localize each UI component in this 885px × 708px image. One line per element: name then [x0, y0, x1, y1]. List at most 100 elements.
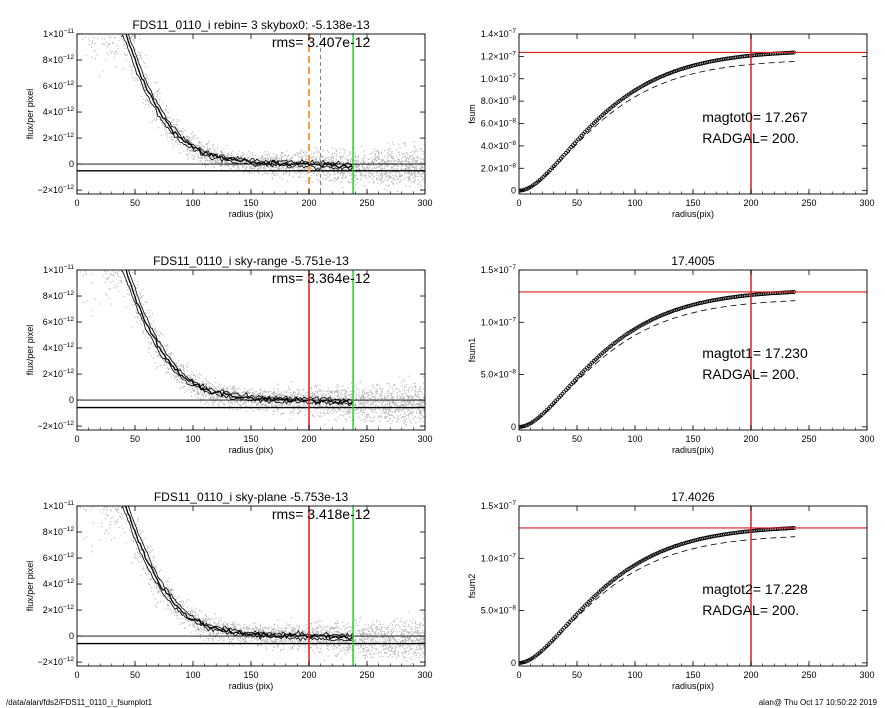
y-axis-label: flux/per pixel: [25, 325, 35, 376]
y-tick-label: 6×10−12: [43, 552, 75, 563]
rms-label: rms= 3.407e-12: [272, 34, 371, 50]
y-tick-label: 4×10−12: [43, 578, 75, 589]
x-tick-label: 50: [130, 434, 140, 444]
y-tick-label: 1.5×10−7: [481, 264, 517, 275]
magtot-label: magtot0= 17.267: [702, 109, 808, 125]
y-tick-label: 0: [69, 159, 74, 169]
magtot-label: magtot2= 17.228: [702, 581, 808, 597]
x-tick-label: 250: [801, 198, 816, 208]
y-tick-label: 0: [511, 422, 516, 432]
x-tick-label: 100: [185, 670, 200, 680]
y-tick-label: 1×10−11: [43, 28, 74, 39]
x-tick-label: 150: [243, 198, 258, 208]
flux-profile-panel-1: 0 50 100 150 200 250 300−2×10−1202×10−124×10−1…: [25, 18, 433, 219]
x-tick-label: 250: [359, 670, 374, 680]
y-tick-label: 2×10−12: [43, 132, 75, 143]
mean-profile-line: [125, 34, 353, 169]
x-tick-label: 150: [685, 434, 700, 444]
x-tick-label: 200: [743, 434, 758, 444]
pixel-scatter: [79, 270, 425, 428]
y-tick-label: 8.0×10−8: [481, 95, 517, 106]
y-tick-label: 0: [511, 658, 516, 668]
x-tick-label: 0: [74, 434, 79, 444]
x-tick-label: 150: [685, 670, 700, 680]
x-tick-label: 200: [301, 670, 316, 680]
fsum-reference-curve: [519, 300, 796, 428]
y-tick-label: 2.0×10−8: [481, 162, 517, 173]
profile-envelope-line: [120, 270, 353, 406]
y-tick-label: 0: [69, 631, 74, 641]
x-tick-label: 100: [627, 670, 642, 680]
axes-box: [518, 33, 868, 195]
y-tick-label: 6.0×10−8: [481, 118, 517, 129]
footer-timestamp: alan@ Thu Oct 17 10:50:22 2019: [758, 698, 877, 707]
y-tick-label: 4.0×10−8: [481, 140, 517, 151]
x-tick-label: 300: [859, 434, 874, 444]
x-axis-label: radius (pix): [229, 681, 274, 691]
x-tick-label: 250: [801, 670, 816, 680]
profile-envelope-line: [128, 270, 353, 402]
y-tick-label: 1.4×10−7: [481, 28, 517, 39]
x-tick-label: 200: [301, 434, 316, 444]
x-tick-label: 150: [243, 670, 258, 680]
x-tick-label: 150: [243, 434, 258, 444]
x-tick-label: 100: [185, 434, 200, 444]
y-tick-label: 1×10−11: [43, 264, 74, 275]
x-tick-label: 300: [859, 198, 874, 208]
y-tick-label: 2×10−12: [43, 604, 75, 615]
plot-area: [519, 506, 867, 666]
x-axis-label: radius (pix): [229, 209, 274, 219]
x-tick-label: 50: [130, 670, 140, 680]
magtot-label: magtot1= 17.230: [702, 345, 808, 361]
profile-envelope-line: [120, 34, 353, 171]
radgal-label: RADGAL= 200.: [702, 366, 799, 382]
y-tick-label: −2×10−12: [37, 656, 74, 667]
y-tick-label: 1×10−11: [43, 500, 74, 511]
fsum-curve: [519, 50, 796, 193]
flux-profile-panel-2: 0 50 100 150 200 250 300−2×10−1202×10−124×10−1…: [25, 254, 433, 455]
x-tick-label: 100: [627, 198, 642, 208]
y-tick-label: 8×10−12: [43, 526, 75, 537]
y-tick-label: 0: [69, 395, 74, 405]
y-tick-label: 1.5×10−7: [481, 500, 517, 511]
pixel-scatter: [82, 34, 425, 192]
x-axis-label: radius (pix): [229, 445, 274, 455]
chart-title: FDS11_0110_i sky-range -5.751e-13: [153, 254, 349, 268]
y-tick-label: 1.2×10−7: [481, 50, 517, 61]
fsum-panel-3: 0 50 100 150 200 250 300 0 5.0×10−8 1.0×10−7 1.5×1…: [467, 490, 875, 691]
profile-envelope-line: [120, 506, 353, 642]
y-axis-label: flux/per pixel: [25, 561, 35, 612]
chart-title: FDS11_0110_i sky-plane -5.753e-13: [154, 490, 349, 504]
x-tick-label: 300: [417, 434, 432, 444]
x-tick-label: 0: [74, 198, 79, 208]
x-tick-label: 50: [572, 670, 582, 680]
x-tick-label: 300: [859, 670, 874, 680]
y-tick-label: 6×10−12: [43, 316, 75, 327]
y-tick-label: 5.0×10−8: [481, 605, 517, 616]
chart-title: FDS11_0110_i rebin= 3 skybox0: -5.138e-1…: [132, 18, 370, 32]
y-tick-label: 8×10−12: [43, 290, 75, 301]
x-tick-label: 0: [516, 198, 521, 208]
y-tick-label: 1.0×10−7: [481, 73, 517, 84]
x-tick-label: 0: [516, 670, 521, 680]
x-axis-label: radius(pix): [672, 681, 714, 691]
y-axis-label: fsum2: [467, 574, 477, 599]
mean-profile-line: [124, 506, 353, 641]
y-tick-label: 5.0×10−8: [481, 369, 517, 380]
x-tick-label: 0: [516, 434, 521, 444]
x-tick-label: 100: [185, 198, 200, 208]
flux-profile-panel-3: 0 50 100 150 200 250 300−2×10−1202×10−124×10−1…: [25, 490, 433, 691]
x-tick-label: 50: [130, 198, 140, 208]
y-tick-label: 1.0×10−7: [481, 316, 517, 327]
y-tick-label: 1.0×10−7: [481, 552, 517, 563]
x-tick-label: 0: [74, 670, 79, 680]
radgal-label: RADGAL= 200.: [702, 130, 799, 146]
x-tick-label: 200: [743, 670, 758, 680]
x-tick-label: 300: [417, 198, 432, 208]
plot-area: [77, 270, 425, 430]
x-tick-label: 300: [417, 670, 432, 680]
profile-envelope-line: [127, 506, 353, 638]
axes-box: [518, 505, 868, 667]
x-tick-label: 50: [572, 434, 582, 444]
